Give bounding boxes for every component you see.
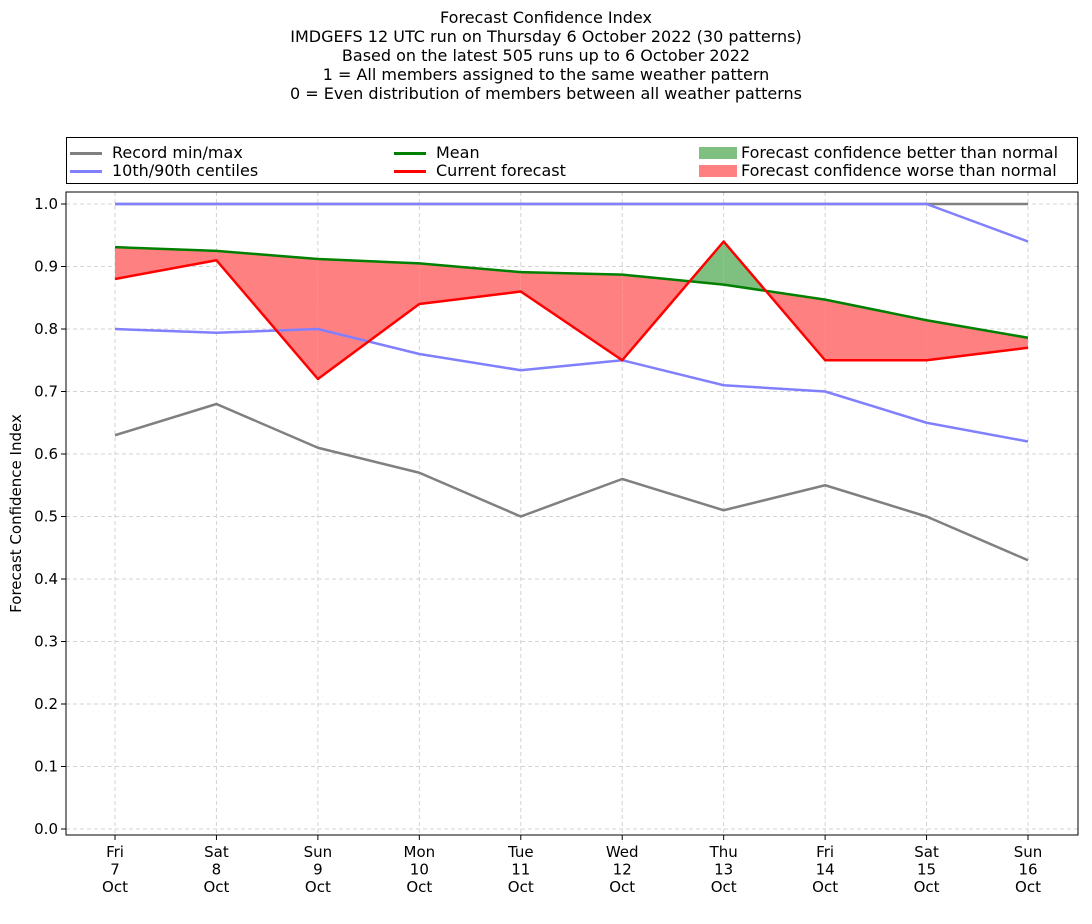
legend-label-current: Current forecast <box>436 161 566 180</box>
legend-swatch-mean <box>394 152 426 155</box>
y-tick-label: 0.9 <box>34 258 58 276</box>
title-line-5: 0 = Even distribution of members between… <box>289 84 803 103</box>
y-tick-label: 0.4 <box>34 570 58 588</box>
x-tick-label: Fri 7 Oct <box>102 843 128 896</box>
series-line-mean <box>114 245 1029 339</box>
x-tick-label: Mon 10 Oct <box>404 843 436 896</box>
y-tick-label: 0.8 <box>34 320 58 338</box>
x-tick-label: Sat 15 Oct <box>914 843 940 896</box>
legend-swatch-centiles <box>70 170 102 173</box>
y-tick-label: 0.1 <box>34 758 58 776</box>
fill-worse-than-normal <box>115 247 217 279</box>
x-tick-label: Thu 13 Oct <box>709 843 738 896</box>
x-tick-label: Sun 9 Oct <box>304 843 333 896</box>
y-tick-label: 0.2 <box>34 695 58 713</box>
legend-swatch-current <box>394 170 426 173</box>
y-tick-label: 0.3 <box>34 633 58 651</box>
tick-layer: 0.0 0.1 0.2 0.3 0.4 0.5 0.6 0.7 0.8 0.9 1.0 Fri 7 Oct… <box>34 195 1042 896</box>
fill-worse-than-normal <box>317 259 420 379</box>
series-line-p90 <box>115 202 1029 243</box>
legend: Record min/max 10th/90th centiles Mean C… <box>66 137 1078 184</box>
x-tick-label: Sat 8 Oct <box>203 843 229 896</box>
y-tick-label: 0.5 <box>34 508 58 526</box>
x-tick-label: Fri 14 Oct <box>812 843 838 896</box>
fill-worse-than-normal <box>825 299 927 361</box>
x-tick-label: Wed 12 Oct <box>606 843 639 896</box>
series-line-current <box>114 240 1029 381</box>
x-tick-label: Tue 11 Oct <box>507 843 534 896</box>
legend-swatch-better <box>699 147 737 159</box>
fill-worse-than-normal <box>216 250 318 379</box>
axes-frame <box>65 191 1079 836</box>
title-line-3: Based on the latest 505 runs up to 6 Oct… <box>341 46 751 65</box>
x-tick-label: Sun 16 Oct <box>1014 843 1043 896</box>
legend-label-mean: Mean <box>436 143 480 162</box>
legend-label-worse: Forecast confidence worse than normal <box>741 161 1057 180</box>
y-tick-label: 0.7 <box>34 383 58 401</box>
series-line-p10 <box>114 327 1029 443</box>
chart-title: Forecast Confidence Index IMDGEFS 12 UTC… <box>0 8 1092 103</box>
legend-label-centiles: 10th/90th centiles <box>112 161 259 180</box>
legend-swatch-worse <box>699 165 737 177</box>
title-line-4: 1 = All members assigned to the same wea… <box>322 65 770 84</box>
series-line-record-min <box>114 402 1029 562</box>
title-line-1: Forecast Confidence Index <box>440 8 652 27</box>
y-tick-label: 0.0 <box>34 820 58 838</box>
legend-label-better: Forecast confidence better than normal <box>741 143 1059 162</box>
y-tick-label: 0.6 <box>34 445 58 463</box>
y-axis-label: Forecast Confidence Index <box>7 414 25 613</box>
legend-label-record: Record min/max <box>112 143 243 162</box>
fill-layer <box>115 241 1028 379</box>
legend-swatch-record <box>70 152 102 155</box>
title-line-2: IMDGEFS 12 UTC run on Thursday 6 October… <box>290 27 802 46</box>
line-layer <box>114 202 1029 562</box>
fill-worse-than-normal <box>520 272 623 361</box>
y-tick-label: 1.0 <box>34 195 58 213</box>
